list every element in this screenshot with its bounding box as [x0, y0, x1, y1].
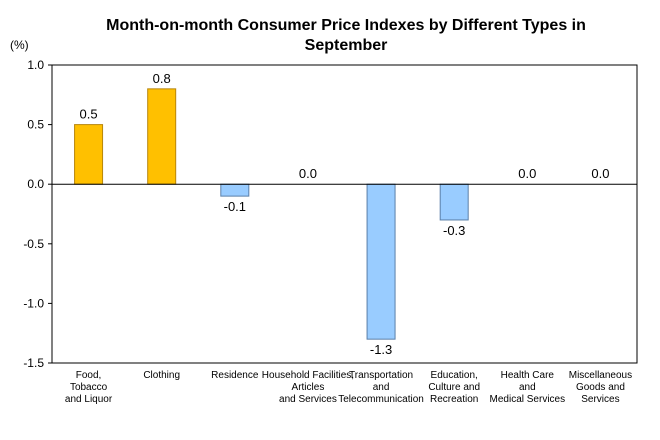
x-category-label-line: Residence	[211, 370, 259, 381]
x-category-label-line: Recreation	[430, 394, 478, 405]
x-category-label-line: Food,	[76, 370, 102, 381]
x-category-label-5: Education, Culture and Recreation	[428, 370, 480, 405]
data-label-4: -1.3	[370, 342, 392, 357]
x-category-label-2: Residence	[211, 370, 259, 381]
x-category-label-6: Health Care and Medical Services	[490, 370, 566, 405]
bar-1	[147, 88, 177, 185]
x-category-label-0: Food, Tobacco and Liquor	[65, 370, 113, 405]
data-label-5: -0.3	[443, 223, 465, 238]
plot-frame	[51, 64, 638, 364]
bar-0	[74, 124, 104, 185]
data-labels-group: 0.5 0.8 -0.1 0.0 -1.3 -0.3 0.0 0.0	[80, 71, 610, 357]
x-category-label-line: and Liquor	[65, 394, 113, 405]
x-category-label-4: Transportation and Telecommunication	[338, 370, 424, 405]
x-category-label-3: Household Facilities, Articles and Service…	[262, 370, 354, 405]
data-label-2: -0.1	[224, 199, 246, 214]
x-category-label-line: Household Facilities,	[262, 370, 354, 381]
y-axis-ticks: 1.0 0.5 0.0 -0.5 -1.0 -1.5	[23, 58, 52, 370]
x-category-label-line: and Services	[279, 394, 337, 405]
x-category-label-line: Health Care	[501, 370, 555, 381]
bar-4	[366, 183, 396, 340]
y-tick-label: 0.0	[27, 177, 44, 191]
data-label-1: 0.8	[153, 71, 171, 86]
x-category-label-line: Goods and	[576, 382, 625, 393]
x-category-label-line: Services	[581, 394, 619, 405]
bar-2	[220, 183, 250, 197]
x-category-label-line: Miscellaneous	[569, 370, 632, 381]
bar-5	[439, 183, 469, 221]
data-label-6: 0.0	[518, 166, 536, 181]
x-category-label-line: Telecommunication	[338, 394, 424, 405]
x-category-label-line: and	[373, 382, 390, 393]
x-category-label-line: and	[519, 382, 536, 393]
y-tick-label: -0.5	[23, 237, 44, 251]
chart-title-line-2: September	[305, 37, 388, 54]
x-category-label-line: Transportation	[349, 370, 413, 381]
bars-group	[74, 88, 469, 340]
data-label-3: 0.0	[299, 166, 317, 181]
x-category-label-line: Articles	[292, 382, 325, 393]
x-category-label-line: Clothing	[143, 370, 180, 381]
y-tick-label: -1.5	[23, 356, 44, 370]
data-label-7: 0.0	[591, 166, 609, 181]
y-tick-label: 1.0	[27, 58, 44, 72]
y-tick-label: -1.0	[23, 296, 44, 310]
x-category-label-line: Culture and	[428, 382, 480, 393]
x-category-label-line: Medical Services	[490, 394, 566, 405]
x-category-label-1: Clothing	[143, 370, 180, 381]
chart-title-line-1: Month-on-month Consumer Price Indexes by…	[106, 17, 586, 34]
x-category-label-line: Tobacco	[70, 382, 108, 393]
y-tick-label: 0.5	[27, 118, 44, 132]
y-axis-unit-label: (%)	[10, 38, 29, 52]
data-label-0: 0.5	[80, 107, 98, 122]
x-category-label-line: Education,	[431, 370, 478, 381]
x-category-label-7: Miscellaneous Goods and Services	[569, 370, 632, 405]
